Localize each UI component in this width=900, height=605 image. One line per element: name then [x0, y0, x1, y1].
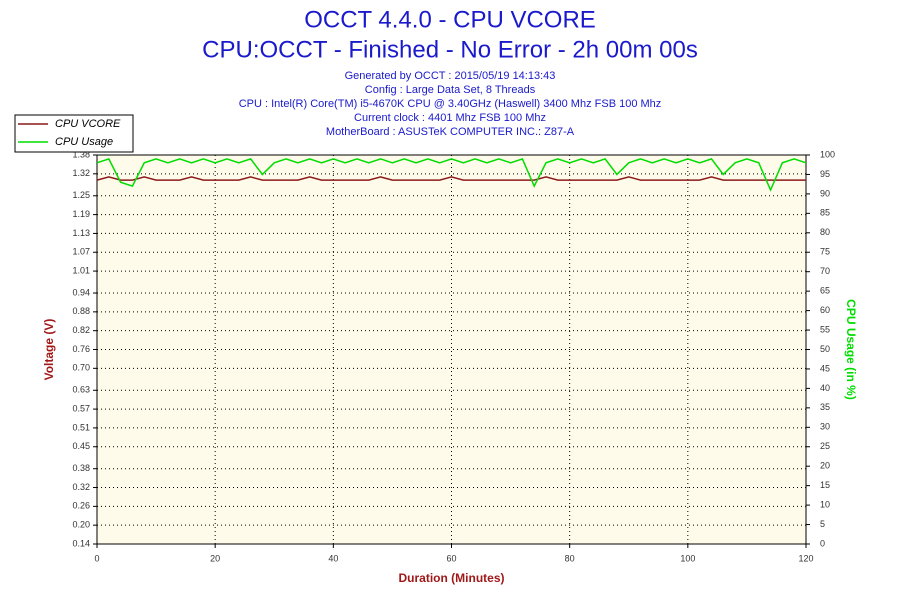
y2-tick-label: 45 [820, 363, 830, 373]
x-tick-label: 100 [680, 553, 695, 563]
y2-tick-label: 60 [820, 305, 830, 315]
x-tick-label: 40 [328, 553, 338, 563]
x-tick-label: 120 [798, 553, 813, 563]
y-tick-label: 0.20 [72, 520, 90, 530]
y-tick-label: 1.32 [72, 168, 90, 178]
y2-tick-label: 20 [820, 461, 830, 471]
info-line: MotherBoard : ASUSTeK COMPUTER INC.: Z87… [326, 126, 575, 138]
plot-area [96, 154, 807, 545]
y2-tick-label: 100 [820, 149, 835, 159]
y-tick-label: 0.38 [72, 463, 90, 473]
y-tick-label: 1.19 [72, 209, 90, 219]
y2-tick-label: 30 [820, 422, 830, 432]
y2-tick-label: 0 [820, 538, 825, 548]
y-tick-label: 1.01 [72, 265, 90, 275]
legend-box [14, 114, 134, 153]
y2-tick-label: 75 [820, 247, 830, 257]
chart-subtitle: CPU:OCCT - Finished - No Error - 2h 00m … [202, 36, 698, 63]
y2-tick-label: 15 [820, 480, 830, 490]
y2-tick-label: 95 [820, 169, 830, 179]
y2-tick-label: 40 [820, 383, 830, 393]
y2-axis-label: CPU Usage (in %) [844, 299, 858, 400]
y2-tick-label: 85 [820, 208, 830, 218]
y-axis-label: Voltage (V) [42, 319, 56, 381]
legend-label: CPU Usage [55, 136, 113, 148]
info-line: Generated by OCCT : 2015/05/19 14:13:43 [345, 70, 556, 82]
y-tick-label: 1.13 [72, 228, 90, 238]
y2-tick-label: 65 [820, 286, 830, 296]
y-tick-label: 0.32 [72, 482, 90, 492]
info-line: Current clock : 4401 Mhz FSB 100 Mhz [354, 112, 546, 124]
x-tick-label: 20 [210, 553, 220, 563]
y-tick-label: 1.38 [72, 149, 90, 159]
x-axis-label: Duration (Minutes) [399, 571, 505, 585]
y-tick-label: 0.76 [72, 344, 90, 354]
y2-tick-label: 25 [820, 441, 830, 451]
y2-tick-label: 90 [820, 188, 830, 198]
y2-tick-label: 55 [820, 324, 830, 334]
series-line [96, 176, 806, 181]
y2-tick-label: 50 [820, 344, 830, 354]
x-tick-label: 60 [446, 553, 456, 563]
info-line: CPU : Intel(R) Core(TM) i5-4670K CPU @ 3… [239, 98, 662, 110]
chart-title: OCCT 4.4.0 - CPU VCORE [304, 6, 596, 33]
y-tick-label: 1.25 [72, 190, 90, 200]
legend-label: CPU VCORE [55, 118, 121, 130]
y-tick-label: 0.63 [72, 385, 90, 395]
y-tick-label: 0.14 [72, 538, 90, 548]
y2-tick-label: 80 [820, 227, 830, 237]
x-tick-label: 0 [94, 553, 99, 563]
y-tick-label: 0.26 [72, 501, 90, 511]
y2-tick-label: 35 [820, 402, 830, 412]
series-line [96, 157, 807, 192]
y-tick-label: 0.57 [72, 403, 90, 413]
y-tick-label: 0.70 [72, 363, 90, 373]
info-line: Config : Large Data Set, 8 Threads [365, 84, 536, 96]
y2-tick-label: 70 [820, 266, 830, 276]
x-tick-label: 80 [565, 553, 575, 563]
y-tick-label: 0.94 [72, 287, 90, 297]
y-tick-label: 0.88 [72, 306, 90, 316]
y2-tick-label: 10 [820, 499, 830, 509]
y-tick-label: 0.51 [72, 422, 90, 432]
y-tick-label: 0.82 [72, 325, 90, 335]
y2-tick-label: 5 [820, 519, 825, 529]
y-tick-label: 0.45 [72, 441, 90, 451]
y-tick-label: 1.07 [72, 247, 90, 257]
